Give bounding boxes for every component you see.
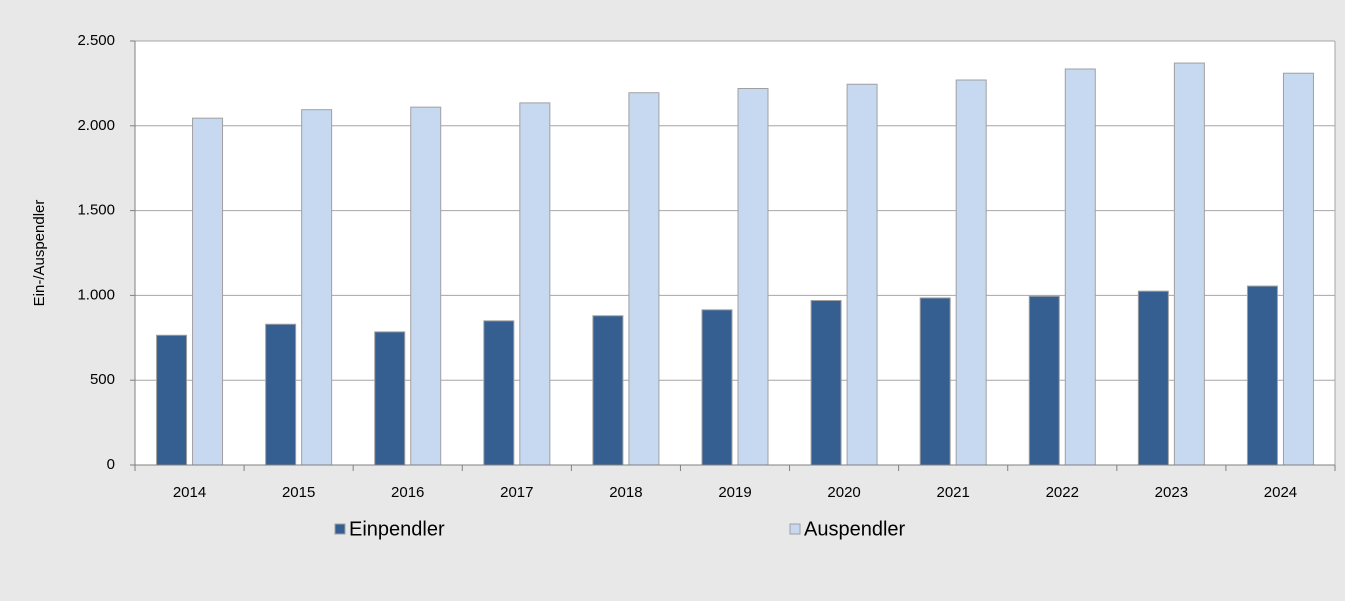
- x-tick-label: 2024: [1264, 484, 1297, 501]
- bar: [156, 334, 188, 466]
- bar: [955, 79, 987, 466]
- bar: [1028, 295, 1060, 466]
- legend-label: Einpendler: [349, 518, 445, 540]
- x-tick-label: 2014: [173, 484, 206, 501]
- x-tick-label: 2023: [1155, 484, 1188, 501]
- bar: [410, 106, 442, 466]
- y-tick-label: 2.000: [77, 117, 115, 134]
- x-tick-label: 2021: [936, 484, 969, 501]
- y-tick-label: 1.500: [77, 202, 115, 219]
- y-tick-label: 500: [90, 371, 115, 388]
- y-tick-label: 0: [107, 456, 115, 473]
- bar: [301, 109, 333, 466]
- plot-area: [135, 41, 1335, 465]
- legend-swatch: [334, 523, 346, 535]
- bar: [483, 320, 515, 466]
- x-tick-label: 2018: [609, 484, 642, 501]
- bar: [737, 87, 769, 466]
- bar: [1173, 62, 1205, 466]
- bar: [628, 92, 660, 466]
- bar: [192, 117, 224, 466]
- y-tick-label: 1.000: [77, 286, 115, 303]
- bar: [592, 315, 624, 466]
- x-tick-label: 2017: [500, 484, 533, 501]
- y-tick-label: 2.500: [77, 32, 115, 49]
- bar: [1246, 285, 1278, 466]
- bar: [810, 299, 842, 466]
- x-tick-label: 2020: [827, 484, 860, 501]
- bar: [701, 309, 733, 466]
- x-tick-label: 2022: [1046, 484, 1079, 501]
- bar: [374, 331, 406, 466]
- bar: [1064, 68, 1096, 466]
- bar: [265, 323, 297, 466]
- bar: [846, 83, 878, 466]
- y-axis-label: Ein-/Auspendler: [31, 200, 48, 307]
- bar: [1282, 72, 1314, 466]
- x-tick-label: 2016: [391, 484, 424, 501]
- bar: [919, 297, 951, 466]
- bar: [519, 102, 551, 466]
- x-tick-label: 2019: [718, 484, 751, 501]
- bar: [1137, 290, 1169, 466]
- legend-label: Auspendler: [804, 518, 906, 540]
- legend-swatch: [789, 523, 801, 535]
- x-tick-label: 2015: [282, 484, 315, 501]
